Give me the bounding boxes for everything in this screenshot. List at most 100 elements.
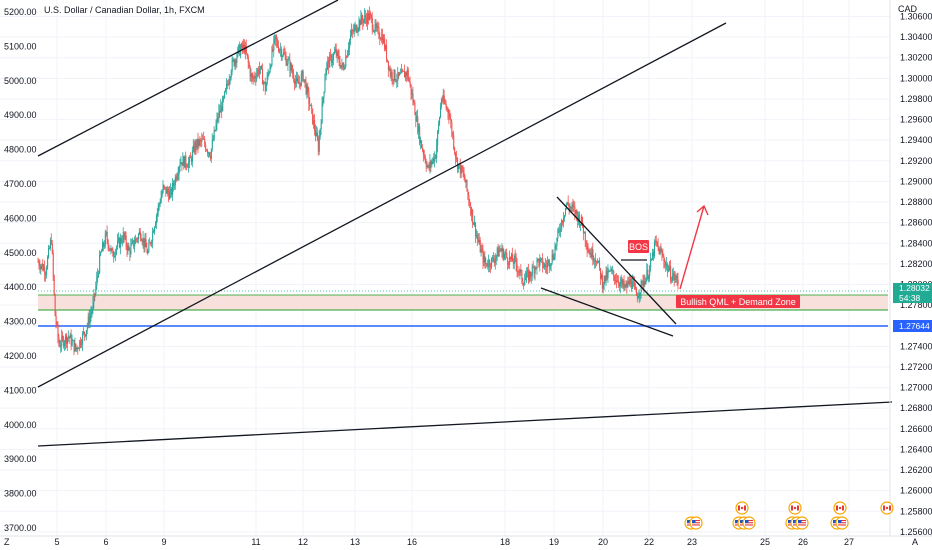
candle-body [431, 161, 433, 165]
candle-body [469, 202, 471, 207]
right-axis-tick: 1.30600 [900, 11, 932, 21]
candle-body [407, 69, 409, 80]
candle-body [233, 59, 235, 66]
candle-body [120, 237, 122, 248]
candle-body [659, 249, 661, 255]
candle-body [145, 239, 147, 248]
candle-body [463, 172, 465, 178]
candle-body [99, 254, 101, 274]
candle-body [119, 238, 121, 248]
right-axis-tick: 1.30800 [900, 0, 932, 1]
projection-arrow[interactable] [679, 204, 709, 290]
zone-label[interactable]: Bullish QML + Demand Zone [676, 295, 800, 308]
candle-body [185, 155, 187, 166]
candle-body [249, 67, 251, 77]
candle-body [482, 250, 484, 263]
candle-body [69, 334, 71, 339]
ca-flag-icon[interactable] [788, 501, 802, 515]
svg-text:BOS: BOS [629, 242, 648, 252]
candle-body [126, 245, 128, 252]
candle-body [229, 77, 231, 81]
candle-body [455, 152, 457, 159]
candle-body [311, 104, 313, 109]
candle-body [307, 86, 309, 92]
candle-body [526, 272, 528, 278]
candle-body [350, 34, 352, 41]
candle-body [182, 156, 184, 166]
candle-body [565, 208, 567, 216]
candle-body [224, 91, 226, 98]
candle-body [277, 41, 279, 47]
candle-body [314, 120, 316, 131]
candle-body [660, 249, 662, 252]
candle-body [572, 204, 574, 207]
candle-body [507, 257, 509, 264]
demand-zone[interactable] [38, 290, 888, 311]
right-axis-tick: 1.25800 [900, 506, 932, 516]
candle-body [151, 241, 153, 244]
economic-events[interactable] [684, 501, 894, 530]
candle-body [444, 102, 446, 104]
right-axis-tick: 1.26000 [900, 486, 932, 496]
trendlines[interactable] [37, 0, 893, 447]
candle-body [574, 206, 576, 215]
us-flag-icon[interactable] [795, 516, 809, 530]
candle-body [661, 251, 663, 256]
candlestick-series [37, 6, 679, 356]
candle-body [79, 340, 81, 349]
time-axis[interactable]: Z A 5 6 9 11 12 13 16 18 19 20 22 23 25 26 27 [0, 535, 932, 547]
grid [0, 0, 890, 536]
candle-body [418, 126, 420, 133]
candle-body [642, 280, 644, 287]
right-price-axis[interactable]: CAD 1.30600 1.30400 1.30200 1.30000 1.29800 1… [889, 0, 932, 537]
candle-body [60, 345, 62, 347]
candle-body [209, 152, 211, 157]
candle-body [300, 75, 302, 86]
candle-body [473, 222, 475, 225]
ca-flag-icon[interactable] [880, 501, 894, 515]
candle-body [280, 49, 282, 58]
candle-body [174, 185, 175, 187]
left-axis-tick: 4500.00 [4, 248, 37, 258]
us-flag-icon[interactable] [742, 516, 756, 530]
candle-body [462, 171, 464, 173]
candle-body [174, 176, 176, 186]
candle-body [671, 275, 673, 281]
candle-body [166, 188, 168, 194]
candle-body [101, 251, 103, 253]
candle-body [130, 245, 132, 255]
candle-body [338, 55, 340, 63]
candle-body [187, 166, 189, 168]
candle-body [453, 135, 455, 148]
candle-body [500, 249, 502, 252]
us-flag-icon[interactable] [689, 516, 703, 530]
candle-body [677, 279, 679, 285]
candle-body [194, 141, 196, 153]
candle-body [122, 232, 124, 242]
candle-body [95, 286, 97, 294]
candle-body [624, 286, 626, 288]
candle-body [604, 275, 606, 282]
candle-body [393, 69, 395, 81]
candle-body [622, 280, 624, 285]
ca-flag-icon[interactable] [735, 501, 749, 515]
candle-body [398, 72, 400, 76]
candle-body [114, 255, 116, 257]
bos-label[interactable]: BOS [628, 240, 649, 253]
candle-body [636, 295, 638, 299]
candle-body [543, 266, 545, 268]
candle-body [351, 30, 353, 32]
candle-body [281, 55, 283, 58]
candle-body [505, 252, 507, 255]
left-axis-tick: 4200.00 [4, 351, 37, 361]
candle-body [559, 229, 561, 232]
candle-body [410, 84, 412, 95]
candle-body [218, 110, 220, 119]
candle-body [577, 214, 579, 222]
ca-flag-icon[interactable] [833, 501, 847, 515]
us-flag-icon[interactable] [835, 516, 849, 530]
candle-body [491, 257, 493, 268]
candle-body [625, 283, 627, 287]
